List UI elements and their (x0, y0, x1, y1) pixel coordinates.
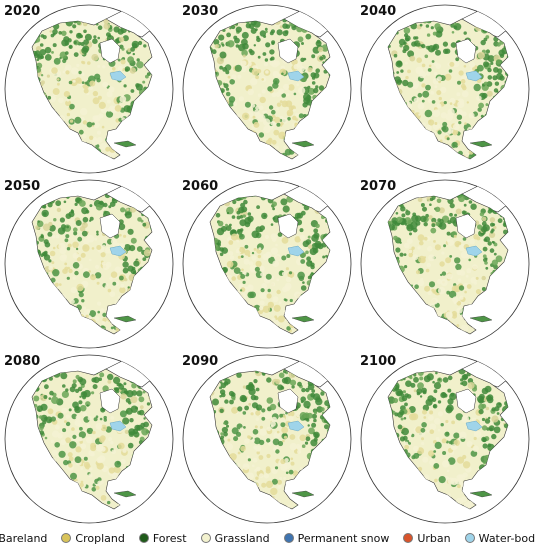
great-lakes-shape (465, 245, 483, 257)
great-lakes-shape (109, 420, 127, 432)
map-panel: 2020 (0, 0, 178, 175)
great-lakes-shape (465, 70, 483, 82)
map-grid: 2020 2030 2040 2050 2060 2070 2080 2090 2100 (0, 0, 534, 525)
caribbean-islands-shape (469, 490, 493, 498)
legend-item: Cropland (61, 531, 125, 545)
globe-map (4, 179, 174, 349)
legend-label: Grassland (214, 531, 270, 545)
caribbean-islands-shape (113, 490, 137, 498)
caribbean-islands-shape (113, 315, 137, 323)
panel-year-label: 2020 (4, 4, 41, 19)
globe-map (360, 354, 530, 524)
hudson-bay-shape (99, 388, 121, 414)
hudson-bay-shape (99, 213, 121, 239)
legend-label: Permanent snow (297, 531, 390, 545)
legend-label: Forest (152, 531, 187, 545)
great-lakes-shape (109, 245, 127, 257)
legend-item: Urban (403, 531, 451, 545)
caribbean-islands-shape (291, 140, 315, 148)
legend-label: Cropland (75, 531, 125, 545)
map-panel: 2060 (178, 175, 356, 350)
legend-swatch-icon (200, 533, 211, 543)
legend-item: Forest (138, 531, 187, 545)
legend-item: Water-bodies (464, 531, 535, 545)
legend-swatch-icon (283, 533, 294, 543)
hudson-bay-shape (455, 38, 477, 64)
great-lakes-shape (287, 420, 305, 432)
legend: Bareland Cropland Forest Grassland Permanent… (0, 528, 535, 548)
legend-swatch-icon (61, 533, 72, 543)
legend-item: Permanent snow (283, 531, 390, 545)
globe-map (4, 4, 174, 174)
globe-map (360, 179, 530, 349)
legend-item: Grassland (200, 531, 270, 545)
panel-year-label: 2060 (182, 179, 219, 194)
panel-year-label: 2100 (360, 354, 397, 369)
globe-map (4, 354, 174, 524)
map-panel: 2040 (356, 0, 534, 175)
land-shape (387, 368, 509, 510)
map-panel: 2090 (178, 350, 356, 525)
legend-label: Urban (417, 531, 451, 545)
map-panel: 2080 (0, 350, 178, 525)
panel-year-label: 2030 (182, 4, 219, 19)
hudson-bay-shape (455, 388, 477, 414)
great-lakes-shape (465, 420, 483, 432)
hudson-bay-shape (277, 213, 299, 239)
hudson-bay-shape (277, 38, 299, 64)
hudson-bay-shape (455, 213, 477, 239)
panel-year-label: 2050 (4, 179, 41, 194)
map-panel: 2070 (356, 175, 534, 350)
caribbean-islands-shape (469, 140, 493, 148)
panel-year-label: 2040 (360, 4, 397, 19)
legend-label: Water-bodies (478, 531, 535, 545)
legend-swatch-icon (138, 533, 149, 543)
panel-year-label: 2070 (360, 179, 397, 194)
map-panel: 2050 (0, 175, 178, 350)
great-lakes-shape (287, 245, 305, 257)
globe-map (182, 354, 352, 524)
caribbean-islands-shape (291, 490, 315, 498)
caribbean-islands-shape (469, 315, 493, 323)
panel-year-label: 2080 (4, 354, 41, 369)
legend-swatch-icon (464, 533, 475, 543)
globe-map (182, 179, 352, 349)
map-panel: 2030 (178, 0, 356, 175)
caribbean-islands-shape (291, 315, 315, 323)
map-panel: 2100 (356, 350, 534, 525)
caribbean-islands-shape (113, 140, 137, 148)
globe-map (182, 4, 352, 174)
legend-swatch-icon (403, 533, 414, 543)
great-lakes-shape (109, 70, 127, 82)
great-lakes-shape (287, 70, 305, 82)
panel-year-label: 2090 (182, 354, 219, 369)
hudson-bay-shape (99, 38, 121, 64)
globe-map (360, 4, 530, 174)
legend-label: Bareland (0, 531, 48, 545)
legend-item: Bareland (0, 532, 47, 545)
hudson-bay-shape (277, 388, 299, 414)
